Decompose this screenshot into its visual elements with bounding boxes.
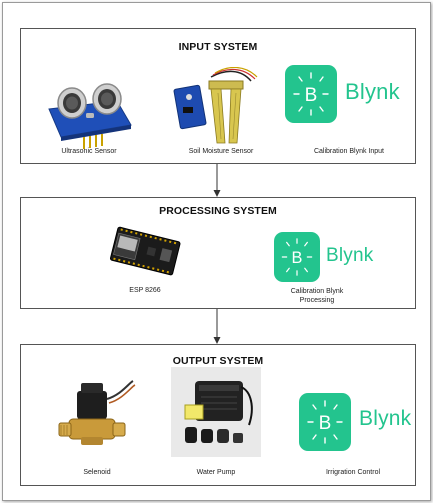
esp8266-label: ESP 8266	[129, 287, 161, 294]
esp8266-board-image	[110, 226, 181, 276]
soil-moisture-sensor-image	[173, 67, 258, 144]
blynk-tile-icon: B	[285, 65, 337, 123]
blynk-logo-output: B Blynk	[299, 393, 417, 453]
svg-text:B: B	[305, 85, 318, 106]
ultrasonic-sensor-image	[48, 83, 132, 149]
input-system-title: INPUT SYSTEM	[178, 41, 258, 53]
blynk-wordmark: Blynk	[345, 79, 400, 104]
water-pump-label: Water Pump	[196, 469, 236, 476]
calibration-blynk-processing-line2: Processing	[299, 296, 335, 304]
irrigation-control-label: Irrigration Control	[325, 469, 381, 476]
processing-system-box: PROCESSING SYSTEM	[20, 197, 416, 309]
blynk-wordmark: Blynk	[326, 245, 374, 266]
arrow-processing-to-output	[213, 309, 221, 344]
soil-moisture-sensor-label: Soil Moisture Sensor	[188, 148, 254, 155]
blynk-logo-processing: B Blynk	[274, 232, 394, 286]
calibration-blynk-processing-label: Calibration Blynk Processing	[277, 288, 357, 305]
blynk-b-glyph-icon: B	[293, 72, 329, 116]
svg-text:B: B	[292, 249, 303, 267]
svg-text:B: B	[319, 413, 332, 434]
solenoid-label: Selenoid	[83, 469, 111, 476]
input-system-box: INPUT SYSTEM Ultrasonic Sensor	[20, 28, 416, 164]
blynk-wordmark: Blynk	[359, 407, 412, 430]
blynk-tile-icon: B	[299, 393, 351, 451]
blynk-tile-icon: B	[274, 232, 320, 282]
processing-system-title: PROCESSING SYSTEM	[159, 205, 277, 217]
output-system-box: OUTPUT SYSTEM Selenoid	[20, 344, 416, 486]
calibration-blynk-input-label: Calibration Blynk Input	[313, 148, 385, 155]
water-pump-image	[171, 367, 261, 457]
ultrasonic-sensor-label: Ultrasonic Sensor	[61, 148, 117, 155]
solenoid-valve-image	[58, 380, 136, 445]
blynk-logo-input: B Blynk	[285, 65, 405, 125]
blynk-b-glyph-icon: B	[281, 238, 313, 276]
output-system-title: OUTPUT SYSTEM	[172, 355, 264, 367]
blynk-b-glyph-icon: B	[307, 400, 343, 444]
calibration-blynk-processing-line1: Calibration Blynk	[290, 288, 344, 295]
arrow-input-to-processing	[213, 164, 221, 197]
